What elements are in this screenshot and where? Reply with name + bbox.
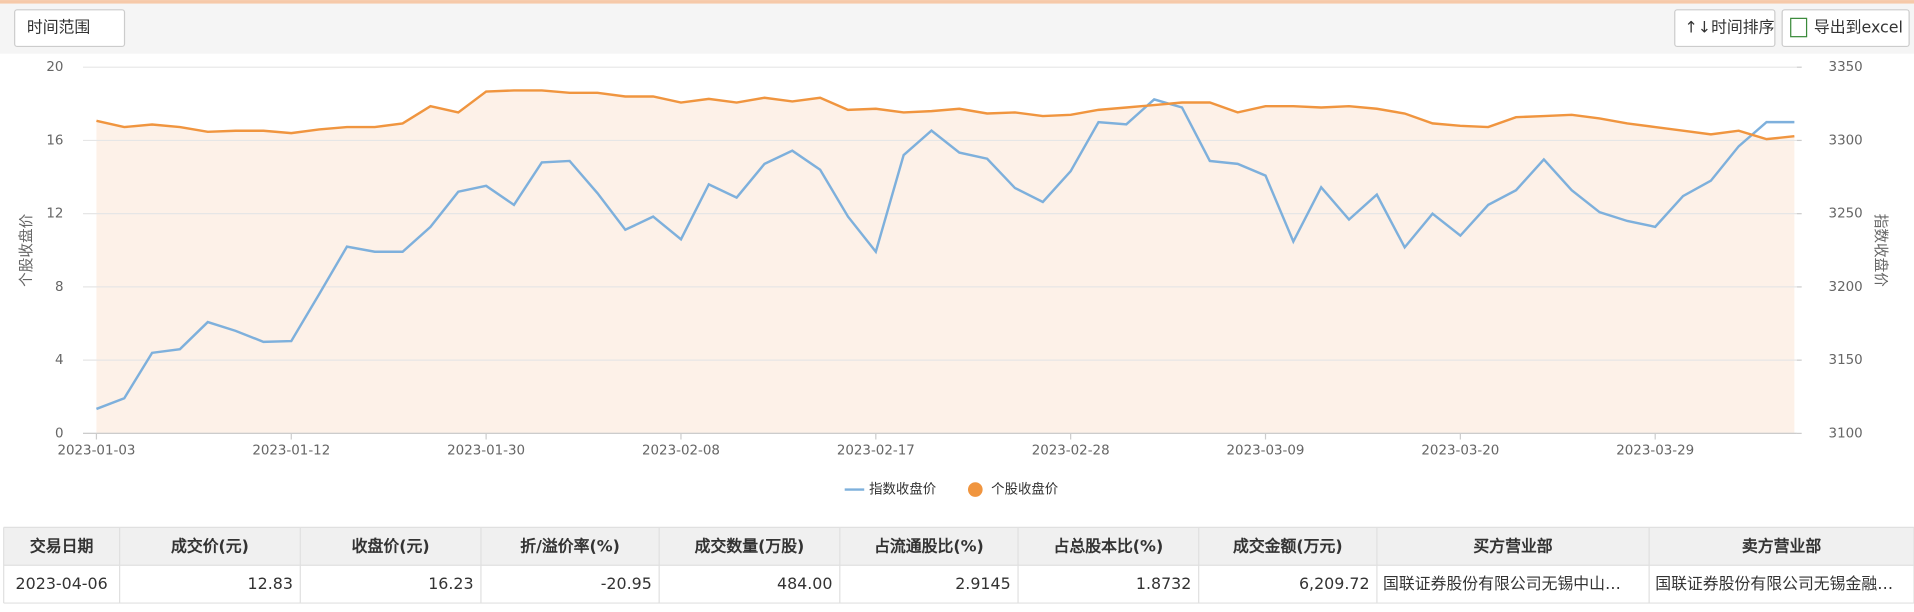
y2-tick-label: 3300 [1829, 133, 1863, 148]
table-cell: 6,209.72 [1299, 574, 1370, 593]
series-line [95, 98, 1795, 411]
x-tick-label: 2023-01-30 [447, 443, 525, 458]
y-tick-label: 16 [46, 133, 63, 148]
table-header: 占总股本比(%) [1054, 536, 1164, 555]
table-header-bg [3, 527, 1914, 566]
y2-axis-title: 指数收盘价 [1872, 214, 1890, 288]
y2-tick-label: 3150 [1829, 353, 1863, 368]
y-tick-label: 8 [55, 280, 64, 295]
table-cell: 484.00 [777, 574, 833, 593]
y2-tick-label: 3250 [1829, 207, 1863, 222]
x-tick-label: 2023-02-28 [1032, 443, 1110, 458]
series-area [96, 90, 1795, 434]
table-cell: 2023-04-06 [16, 574, 108, 593]
top-bar [0, 0, 1914, 4]
table-cell: 12.83 [248, 574, 293, 593]
y-tick-label: 20 [46, 60, 63, 75]
table-cell: 1.8732 [1136, 574, 1192, 593]
x-tick-label: 2023-01-12 [252, 443, 330, 458]
table-header: 买方营业部 [1473, 536, 1552, 555]
table-cell: 国联证券股份有限公司无锡金融… [1655, 574, 1893, 593]
range-button[interactable] [14, 9, 126, 48]
legend-item[interactable]: 个股收盘价 [967, 481, 1058, 498]
table-header: 折/溢价率(%) [520, 536, 620, 555]
x-tick-label: 2023-03-20 [1421, 443, 1499, 458]
y2-tick-label: 3350 [1829, 60, 1863, 75]
table-header: 成交数量(万股) [695, 536, 805, 555]
table-cell: 16.23 [428, 574, 473, 593]
export-button[interactable] [1781, 9, 1910, 48]
range-label: 时间范围 [27, 18, 90, 37]
y-tick-label: 0 [55, 426, 64, 441]
series-line [96, 89, 1795, 141]
x-tick-label: 2023-03-29 [1616, 443, 1694, 458]
x-tick-label: 2023-02-08 [642, 443, 720, 458]
toolbar [0, 3, 1914, 54]
y-axis-title: 个股收盘价 [17, 213, 35, 287]
table-header: 成交价(元) [171, 536, 249, 555]
legend-label: 指数收盘价 [869, 481, 936, 498]
y-tick-label: 4 [55, 353, 64, 368]
legend-swatch [967, 482, 983, 497]
table-cell: 国联证券股份有限公司无锡中山… [1383, 574, 1621, 593]
table-header: 占流通股比(%) [874, 536, 984, 555]
export-label: 导出到excel [1814, 18, 1903, 37]
table-cell: -20.95 [601, 574, 652, 593]
x-tick-label: 2023-01-03 [57, 443, 135, 458]
y-tick-label: 12 [46, 207, 63, 222]
excel-icon [1790, 17, 1808, 38]
table-row-bg [3, 565, 1914, 604]
y2-tick-label: 3100 [1829, 426, 1863, 441]
table-header: 交易日期 [30, 536, 93, 555]
sort-label: ↑↓时间排序 [1685, 18, 1775, 37]
sort-button[interactable] [1674, 9, 1776, 48]
legend-label: 个股收盘价 [991, 481, 1058, 498]
table-header: 卖方营业部 [1742, 536, 1821, 555]
table-cell: 2.9145 [955, 574, 1011, 593]
x-tick-label: 2023-03-09 [1227, 443, 1305, 458]
x-tick-label: 2023-02-17 [837, 443, 915, 458]
y2-tick-label: 3200 [1829, 280, 1863, 295]
legend-item[interactable]: 指数收盘价 [844, 481, 936, 498]
table-header: 成交金额(万元) [1233, 536, 1343, 555]
table-header: 收盘价(元) [352, 536, 430, 555]
